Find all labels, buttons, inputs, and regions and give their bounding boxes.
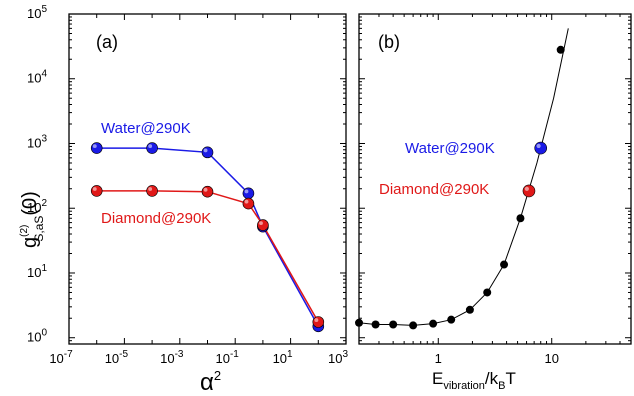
panel-b-data-point <box>447 315 456 324</box>
panel-a-xtick-label: 101 <box>273 349 293 366</box>
panel-b-highlight-1-point <box>522 184 536 198</box>
panel-a-ytick-label: 101 <box>27 263 47 280</box>
panel-b-xlabel-sub1: vibration <box>443 380 485 392</box>
panel-a-series-1-point-highlight <box>148 187 153 191</box>
panel-a-ylabel: g(2) S,aS(0) <box>19 191 46 248</box>
panel-a-series-0-point-highlight <box>203 148 208 153</box>
panel-b-ticks: 1 10 <box>358 13 632 366</box>
panel-b-data-point <box>465 305 474 314</box>
panel-b-highlight-0-point-highlight <box>536 143 541 149</box>
panel-a-series-1-point-highlight <box>314 318 319 322</box>
panel-a-ticks: 100 101 102 103 104 105 10-7 10-5 10-3 10-1 101 103 <box>27 4 348 366</box>
panel-a: 100 101 102 103 104 105 10-7 10-5 10-3 10-1 101 103… <box>19 4 348 396</box>
panel-a-series-1-point <box>201 185 214 198</box>
panel-a-series-1-point <box>90 185 103 197</box>
panel-a-series-0-point <box>201 146 214 159</box>
panel-a-xtick-label: 10-7 <box>49 349 73 366</box>
panel-b-water-label: Water@290K <box>405 140 495 157</box>
panel-a-xtick-label: 10-1 <box>216 349 240 366</box>
panel-b-data-point <box>500 260 509 269</box>
panel-b-highlight-0-point <box>534 141 548 155</box>
panel-a-ytick-label: 103 <box>27 133 47 150</box>
panel-b-diamond-label: Diamond@290K <box>379 181 489 198</box>
panel-b-theory-line <box>358 28 569 326</box>
panel-b-data-point <box>371 320 380 329</box>
panel-b-series <box>355 28 569 330</box>
panel-a-xlabel-main: α <box>200 369 214 396</box>
panel-a-series-1-point <box>312 316 325 328</box>
panel-a-ytick-label: 102 <box>27 198 47 215</box>
panel-b-highlight-1-point-highlight <box>524 186 529 191</box>
panel-a-xtick-label: 10-3 <box>160 349 184 366</box>
panel-a-ytick-label: 105 <box>27 4 47 21</box>
panel-a-frame <box>68 13 347 345</box>
panel-b-data-point <box>389 320 398 329</box>
panel-a-series-0-point-highlight <box>148 144 153 149</box>
panel-a-ytick-label: 100 <box>27 328 47 345</box>
panel-a-label: (a) <box>96 32 118 52</box>
panel-b-data-point <box>409 321 418 330</box>
panel-a-series-0-point <box>242 187 255 200</box>
panel-a-series-1-point-highlight <box>244 199 249 204</box>
panel-b-data-point <box>355 318 363 327</box>
panel-a-series-0-line <box>96 147 319 327</box>
panel-b-data-point <box>516 214 525 223</box>
panel-a-xtick-label: 10-5 <box>105 349 129 366</box>
panel-a-series-0-point <box>146 142 158 154</box>
panel-b-xlabel-mid: /k <box>485 369 499 388</box>
panel-b: 1 10 (b) Water@290K Diamond@290K Evibrati… <box>355 13 632 392</box>
panel-a-series-1-point-highlight <box>259 221 263 226</box>
panel-b-label: (b) <box>378 32 400 52</box>
panel-a-xlabel: α2 <box>200 368 221 396</box>
panel-a-ylabel-sub: S,aS <box>32 216 46 242</box>
panel-b-data-point <box>483 288 492 297</box>
panel-a-series-1-point <box>242 197 255 210</box>
panel-a-series <box>90 142 325 333</box>
panel-b-data-point <box>429 319 438 328</box>
panel-a-series-1-point <box>146 185 158 197</box>
panel-b-xtick-label: 1 <box>435 351 442 366</box>
panel-a-water-label: Water@290K <box>101 120 191 137</box>
panel-a-series-0-point-highlight <box>244 189 249 194</box>
panel-b-frame <box>358 13 632 345</box>
panel-b-xlabel-sub2: B <box>498 380 505 392</box>
panel-a-diamond-label: Diamond@290K <box>101 210 211 227</box>
panel-b-xlabel-main: E <box>432 369 443 388</box>
panel-b-xlabel-tail: T <box>506 369 516 388</box>
panel-a-series-1-point-highlight <box>203 187 208 192</box>
panel-b-xtick-label: 10 <box>544 351 558 366</box>
panel-a-series-1-point <box>257 219 269 231</box>
panel-a-series-0-point-highlight <box>92 144 97 149</box>
panel-a-ylabel-main: g <box>19 237 41 248</box>
panel-b-data-point <box>556 45 565 54</box>
panel-a-xlabel-sup: 2 <box>214 368 221 383</box>
panel-b-xlabel: Evibration/kBT <box>432 369 516 392</box>
panel-a-series-0-point <box>90 142 103 154</box>
panel-a-series-1-point-highlight <box>92 187 97 191</box>
panel-a-ytick-label: 104 <box>27 69 47 86</box>
panel-a-ylabel-sup: (2) <box>19 225 30 237</box>
panel-a-series-1-line <box>96 190 319 323</box>
panel-a-ylabel-tail: (0) <box>19 191 41 215</box>
panel-a-xtick-label: 103 <box>328 349 348 366</box>
